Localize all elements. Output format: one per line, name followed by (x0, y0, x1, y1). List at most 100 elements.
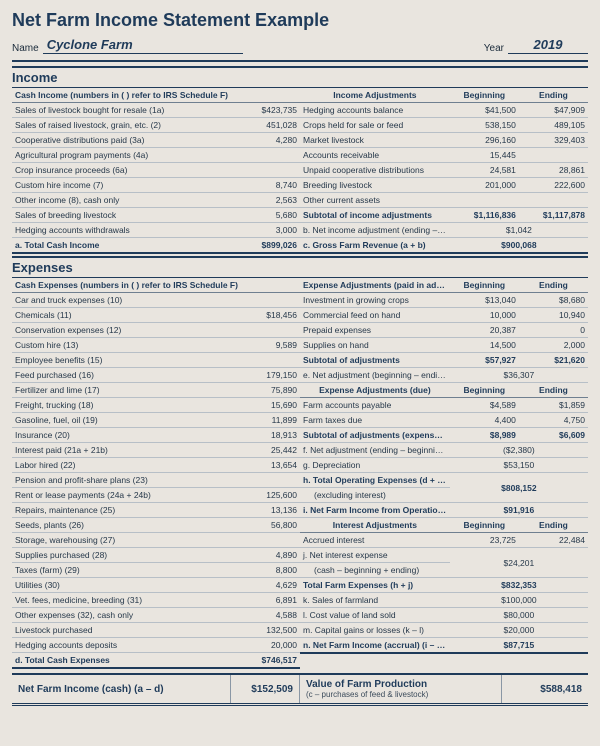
table-row-label: Accrued interest (300, 533, 450, 548)
table-row-val (225, 353, 300, 368)
table-row-label: Utilities (30) (12, 578, 225, 593)
table-row-label: Hedging accounts balance (300, 103, 450, 118)
due-net-label: f. Net adjustment (ending – beginning) (300, 443, 450, 458)
due-subtotal-end: $6,609 (519, 428, 588, 443)
table-row-end: 2,000 (519, 338, 588, 353)
table-row-label: Crops held for sale or feed (300, 118, 450, 133)
beginning-label: Beginning (450, 383, 519, 398)
table-row-label: Storage, warehousing (27) (12, 533, 225, 548)
table-row-val (225, 163, 300, 178)
net-cash-label: Net Farm Income (cash) (a – d) (12, 675, 231, 703)
table-row-label: Breeding livestock (300, 178, 450, 193)
table-row-label: Custom hire (13) (12, 338, 225, 353)
table-row-val (225, 473, 300, 488)
table-row-end: $1,859 (519, 398, 588, 413)
cash-income-total-label: a. Total Cash Income (12, 238, 225, 254)
table-row-val: 451,028 (225, 118, 300, 133)
cash-exp-table: Cash Expenses (numbers in ( ) refer to I… (12, 278, 300, 669)
table-row-val: 18,913 (225, 428, 300, 443)
n-label: n. Net Farm Income (accrual) (i – j + m) (300, 638, 450, 654)
table-row-beg: 23,725 (450, 533, 519, 548)
beginning-label: Beginning (450, 88, 519, 103)
table-row-label: Supplies on hand (300, 338, 450, 353)
table-row-label: Prepaid expenses (300, 323, 450, 338)
net-cash-val: $152,509 (231, 675, 300, 703)
n-val: $87,715 (450, 638, 588, 654)
table-row-label: Insurance (20) (12, 428, 225, 443)
table-row-label: Interest paid (21a + 21b) (12, 443, 225, 458)
due-subtotal-label: Subtotal of adjustments (expenses due) (300, 428, 450, 443)
vfp-sub: (c – purchases of feed & livestock) (306, 690, 495, 699)
exp-adj-table: Expense Adjustments (paid in advance)Beg… (300, 278, 588, 654)
table-row-end: 222,600 (519, 178, 588, 193)
table-row-label: Custom hire income (7) (12, 178, 225, 193)
table-row-label: Commercial feed on hand (300, 308, 450, 323)
ending-label: Ending (519, 518, 588, 533)
table-row-label: Other income (8), cash only (12, 193, 225, 208)
table-row-beg: $41,500 (450, 103, 519, 118)
table-row-val: 132,500 (225, 623, 300, 638)
k-val: $100,000 (450, 593, 588, 608)
cash-exp-total-val: $746,517 (225, 653, 300, 669)
dep-val: $53,150 (450, 458, 588, 473)
table-row-beg: 24,581 (450, 163, 519, 178)
table-row-end: 22,484 (519, 533, 588, 548)
table-row-label: Pension and profit-share plans (23) (12, 473, 225, 488)
expenses-heading: Expenses (12, 256, 588, 278)
table-row-label: Car and truck expenses (10) (12, 293, 225, 308)
table-row-beg: 20,387 (450, 323, 519, 338)
table-row-beg: 15,445 (450, 148, 519, 163)
table-row-val: 4,890 (225, 548, 300, 563)
table-row-val: 8,800 (225, 563, 300, 578)
table-row-val: 9,589 (225, 338, 300, 353)
table-row-label: Sales of livestock bought for resale (1a… (12, 103, 225, 118)
table-row-end: $8,680 (519, 293, 588, 308)
netops-label: i. Net Farm Income from Operations (c – … (300, 503, 450, 518)
table-row-val: $423,735 (225, 103, 300, 118)
table-row-val (225, 148, 300, 163)
table-row-val: 125,600 (225, 488, 300, 503)
income-heading: Income (12, 66, 588, 88)
ending-label: Ending (519, 278, 588, 293)
table-row-beg: 10,000 (450, 308, 519, 323)
income-adj-header: Income Adjustments (300, 88, 450, 103)
table-row-label: Gasoline, fuel, oil (19) (12, 413, 225, 428)
int-header: Interest Adjustments (300, 518, 450, 533)
m-label: m. Capital gains or losses (k – l) (300, 623, 450, 638)
name-label: Name (12, 43, 39, 54)
cash-income-table: Cash Income (numbers in ( ) refer to IRS… (12, 88, 300, 254)
table-row-val: 25,442 (225, 443, 300, 458)
table-row-label: Seeds, plants (26) (12, 518, 225, 533)
table-row-val: 15,690 (225, 398, 300, 413)
page-title: Net Farm Income Statement Example (12, 10, 588, 31)
table-row-val (225, 323, 300, 338)
intnet-val: $24,201 (450, 548, 588, 578)
adv-subtotal-beg: $57,927 (450, 353, 519, 368)
totop-label: h. Total Operating Expenses (d + e + f +… (300, 473, 450, 488)
table-row-val: 75,890 (225, 383, 300, 398)
exp-adv-header: Expense Adjustments (paid in advance) (300, 278, 450, 293)
intnet-label: j. Net interest expense (300, 548, 450, 563)
table-row-label: Hedging accounts deposits (12, 638, 225, 653)
table-row-label: Investment in growing crops (300, 293, 450, 308)
l-val: $80,000 (450, 608, 588, 623)
table-row-beg: 14,500 (450, 338, 519, 353)
due-net-val: ($2,380) (450, 443, 588, 458)
l-label: l. Cost value of land sold (300, 608, 450, 623)
table-row-label: Hedging accounts withdrawals (12, 223, 225, 238)
table-row-label: Taxes (farm) (29) (12, 563, 225, 578)
table-row-label: Conservation expenses (12) (12, 323, 225, 338)
table-row-val: 4,280 (225, 133, 300, 148)
year-label: Year (484, 43, 504, 54)
income-adj-table: Income AdjustmentsBeginningEnding Hedgin… (300, 88, 588, 254)
beginning-label: Beginning (450, 278, 519, 293)
table-row-label: Freight, trucking (18) (12, 398, 225, 413)
table-row-beg: 296,160 (450, 133, 519, 148)
netops-val: $91,916 (450, 503, 588, 518)
table-row-label: Rent or lease payments (24a + 24b) (12, 488, 225, 503)
table-row-label: Other current assets (300, 193, 450, 208)
table-row-val: 179,150 (225, 368, 300, 383)
table-row-label: Feed purchased (16) (12, 368, 225, 383)
table-row-val (225, 533, 300, 548)
totfarmexp-label: Total Farm Expenses (h + j) (300, 578, 450, 593)
